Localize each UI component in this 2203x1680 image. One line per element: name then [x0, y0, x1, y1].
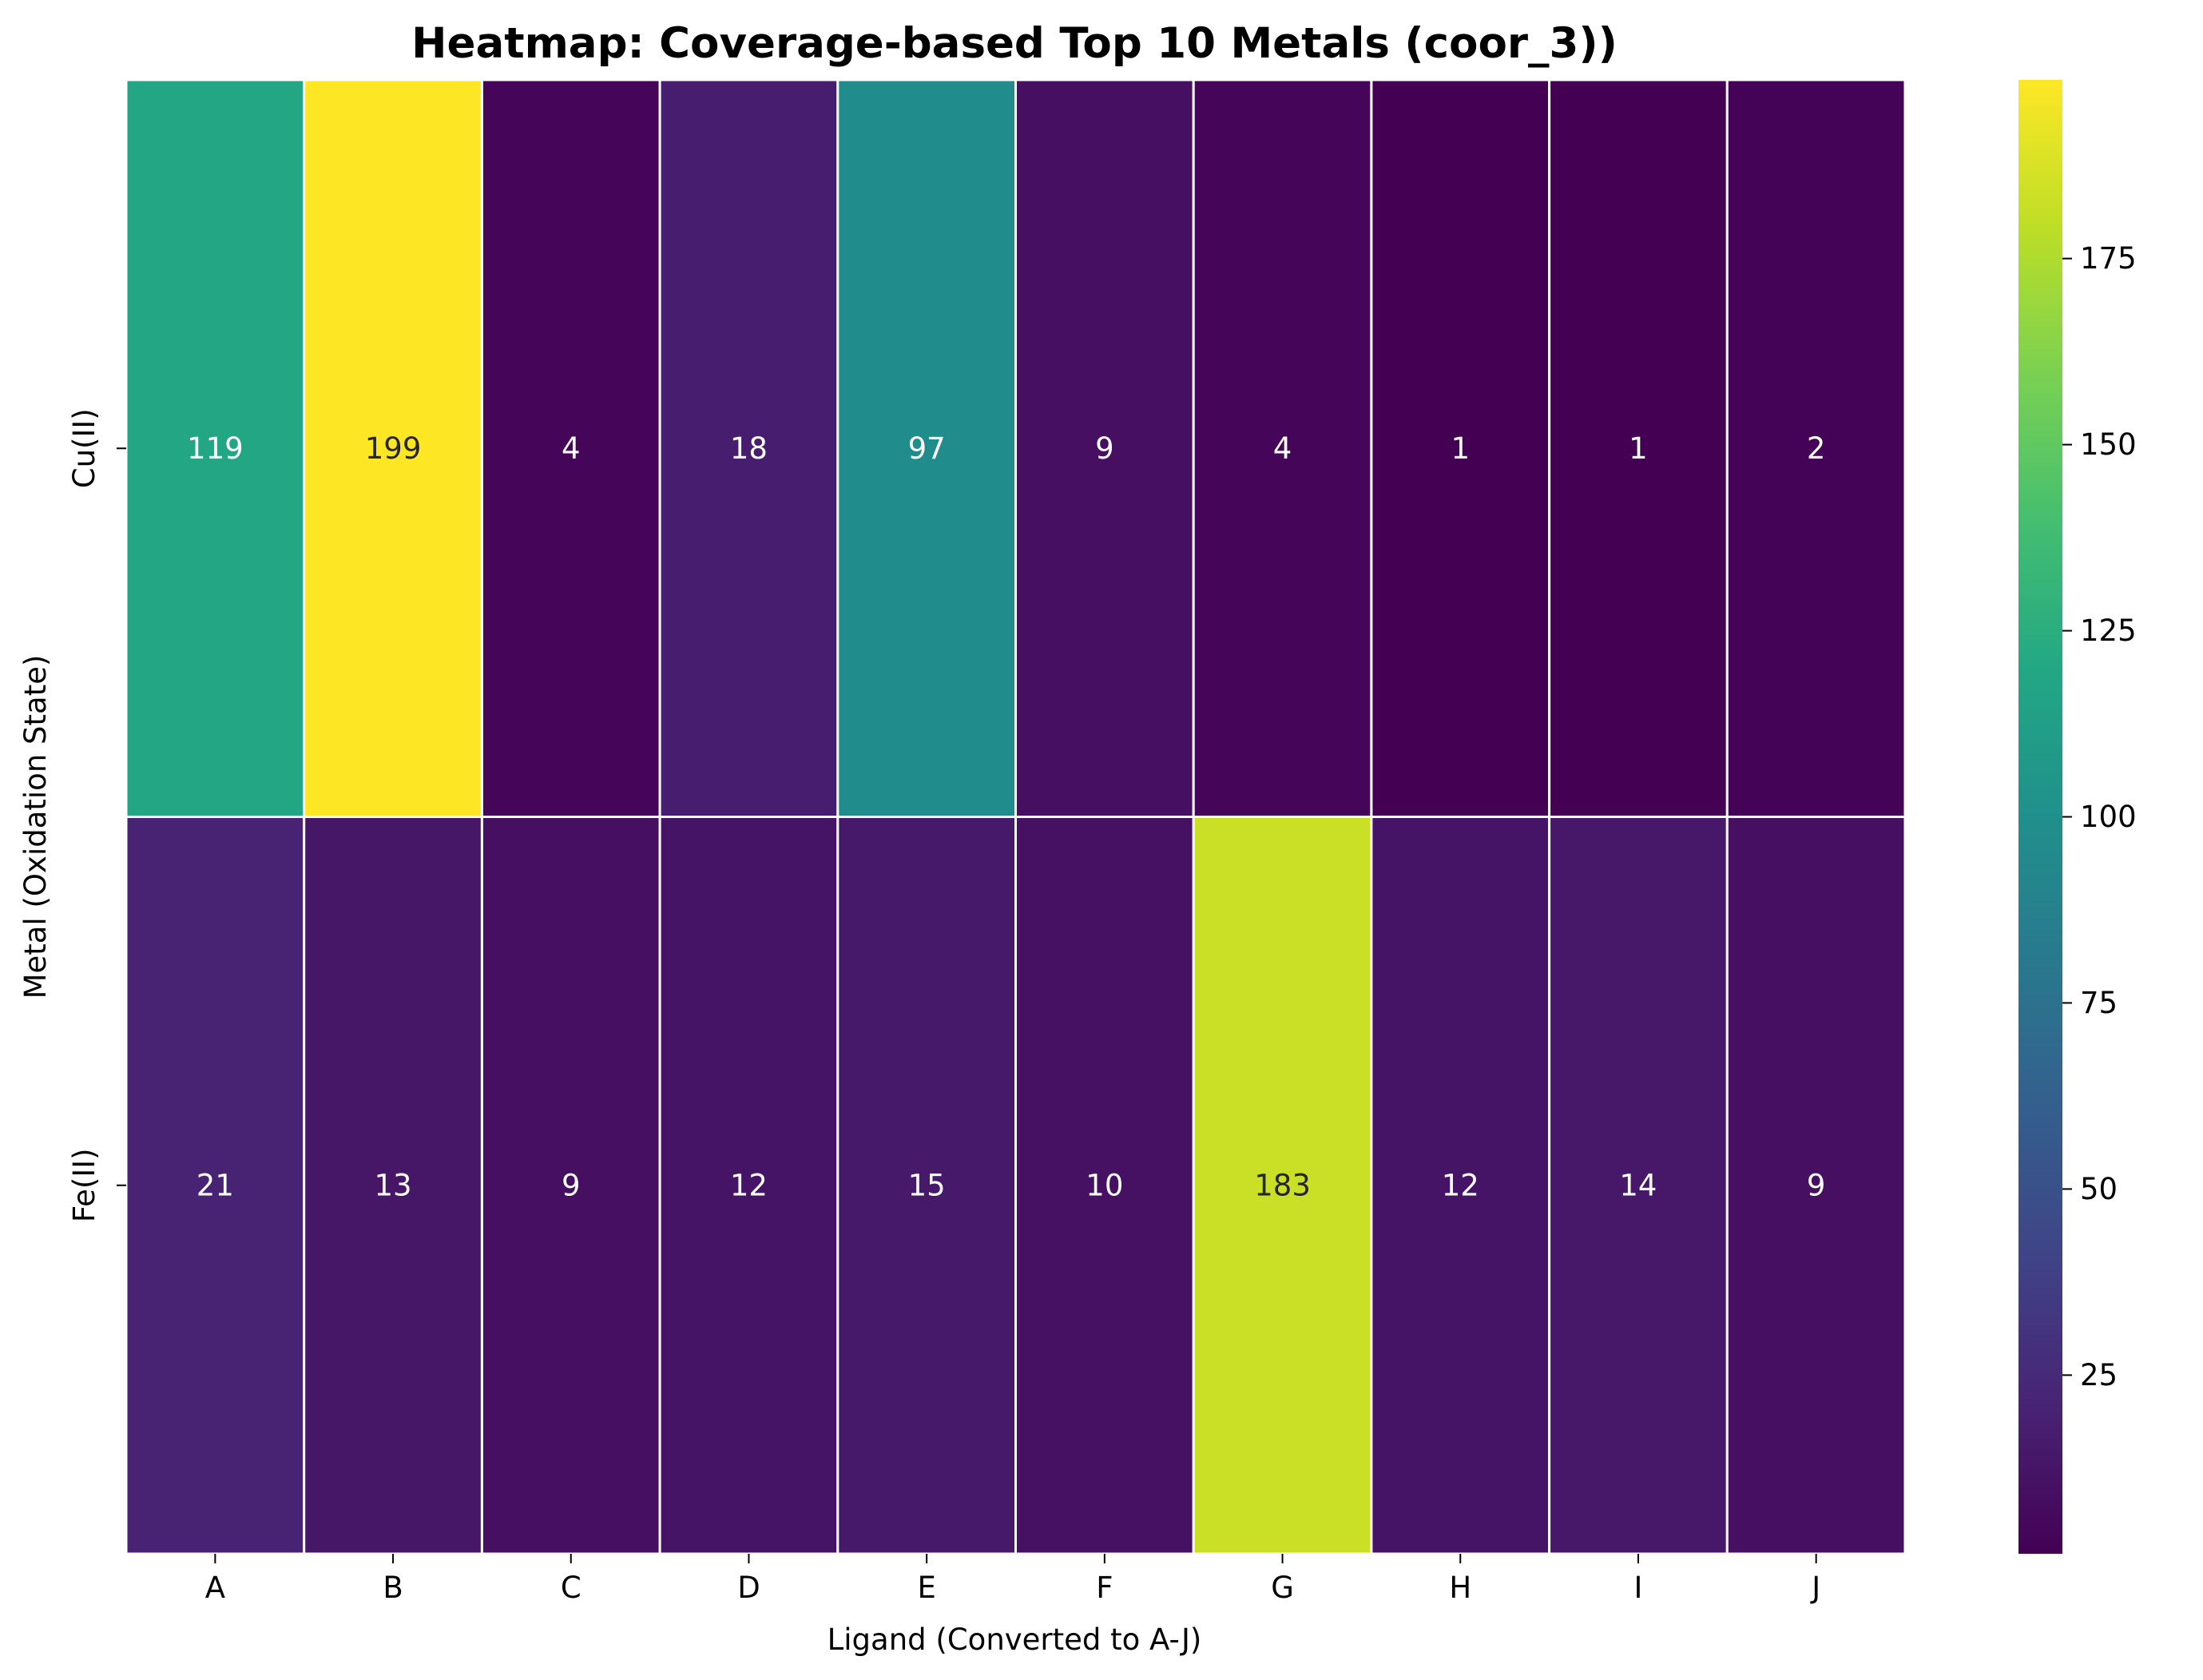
y-axis-label: Metal (Oxidation State): [18, 655, 53, 999]
colorbar-tick-label: 50: [2080, 1172, 2118, 1206]
x-axis-ticks: A B C D E F G H I J: [205, 1554, 1820, 1605]
colorbar-tick-label: 75: [2080, 986, 2118, 1020]
heatmap-cell: [1548, 816, 1729, 1555]
heatmap-cell: [480, 78, 661, 818]
cell-value-label: 12: [730, 1168, 768, 1202]
heatmap-cell: [125, 78, 306, 818]
cell-value-label: 9: [1095, 431, 1114, 466]
colorbar-tick-label: 25: [2080, 1358, 2118, 1392]
chart-title: Heatmap: Coverage-based Top 10 Metals (c…: [411, 19, 1618, 68]
colorbar-tick-label: 175: [2080, 241, 2137, 276]
cell-value-label: 9: [562, 1168, 581, 1202]
cell-value-label: 12: [1442, 1168, 1479, 1202]
heatmap-cell: [1370, 78, 1551, 818]
colorbar-tick-label: 100: [2080, 800, 2137, 834]
cell-value-label: 14: [1619, 1168, 1657, 1202]
cell-value-label: 13: [375, 1168, 412, 1202]
cell-value-label: 21: [196, 1168, 234, 1202]
cell-value-label: 18: [730, 431, 768, 466]
colorbar-tick-label: 125: [2080, 614, 2137, 648]
colorbar-bar: [2018, 80, 2062, 1554]
colorbar-tick-label: 150: [2080, 427, 2137, 462]
x-tick-label: F: [1096, 1571, 1113, 1605]
x-axis-label: Ligand (Converted to A-J): [828, 1622, 1202, 1657]
x-tick-label: A: [205, 1571, 225, 1605]
heatmap-cell: [658, 78, 840, 818]
heatmap-cells: 119 199 4 18 97 9 4 1 1 221 13 9 12 15 10 183 12 14 9: [125, 78, 1907, 1555]
heatmap-cell: [1014, 816, 1195, 1555]
x-tick-label: D: [737, 1571, 760, 1605]
heatmap-cell: [1370, 816, 1551, 1555]
cell-value-label: 2: [1807, 431, 1826, 466]
x-tick-label: J: [1810, 1571, 1820, 1605]
cell-value-label: 10: [1086, 1168, 1123, 1202]
cell-value-label: 9: [1807, 1168, 1826, 1202]
x-tick-label: E: [917, 1571, 935, 1605]
x-tick-label: C: [561, 1571, 582, 1605]
cell-value-label: 119: [187, 431, 244, 466]
heatmap-cell: [1725, 78, 1907, 818]
heatmap-cell: [1725, 816, 1907, 1555]
y-tick-label: Cu(II): [67, 408, 101, 488]
cell-value-label: 4: [1273, 431, 1292, 466]
heatmap-cell: [1014, 78, 1195, 818]
cell-value-label: 4: [562, 431, 581, 466]
cell-value-label: 199: [365, 431, 422, 466]
x-tick-label: B: [383, 1571, 403, 1605]
heatmap-cell: [480, 816, 661, 1555]
heatmap-cell: [1192, 816, 1373, 1555]
heatmap-cell: [658, 816, 840, 1555]
colorbar-ticks: 25 50 75 100 125 150 175: [2062, 241, 2137, 1392]
heatmap-cell: [303, 816, 483, 1555]
x-tick-label: H: [1449, 1571, 1471, 1605]
cell-value-label: 1: [1451, 431, 1470, 466]
cell-value-label: 1: [1629, 431, 1648, 466]
x-tick-label: G: [1271, 1571, 1294, 1605]
cell-value-label: 97: [908, 431, 946, 466]
heatmap-cell: [303, 78, 483, 818]
cell-value-label: 183: [1254, 1168, 1311, 1202]
y-axis-ticks: Cu(II) Fe(II): [67, 408, 126, 1222]
heatmap-cell: [836, 78, 1018, 818]
colorbar: 25 50 75 100 125 150 175: [2018, 80, 2137, 1554]
heatmap-cell: [836, 816, 1018, 1555]
cell-value-label: 15: [908, 1168, 946, 1202]
x-tick-label: I: [1633, 1571, 1642, 1605]
y-tick-label: Fe(II): [67, 1148, 101, 1222]
